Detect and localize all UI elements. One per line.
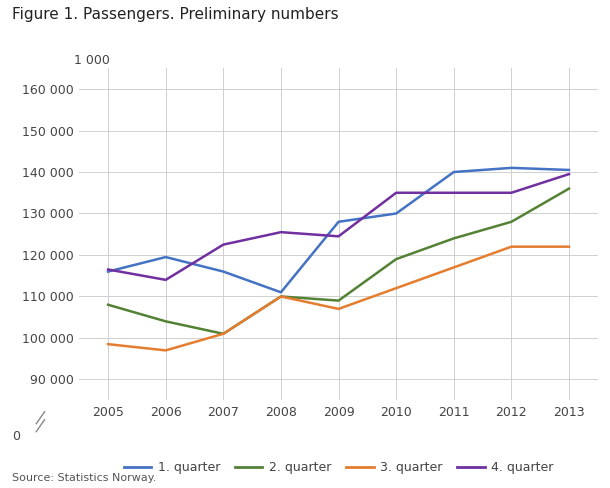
Text: Figure 1. Passengers. Preliminary numbers: Figure 1. Passengers. Preliminary number… (12, 7, 339, 22)
Text: 0: 0 (12, 430, 20, 443)
Legend: 1. quarter, 2. quarter, 3. quarter, 4. quarter: 1. quarter, 2. quarter, 3. quarter, 4. q… (119, 456, 558, 479)
Text: Source: Statistics Norway.: Source: Statistics Norway. (12, 473, 157, 483)
Text: 1 000: 1 000 (74, 54, 110, 67)
